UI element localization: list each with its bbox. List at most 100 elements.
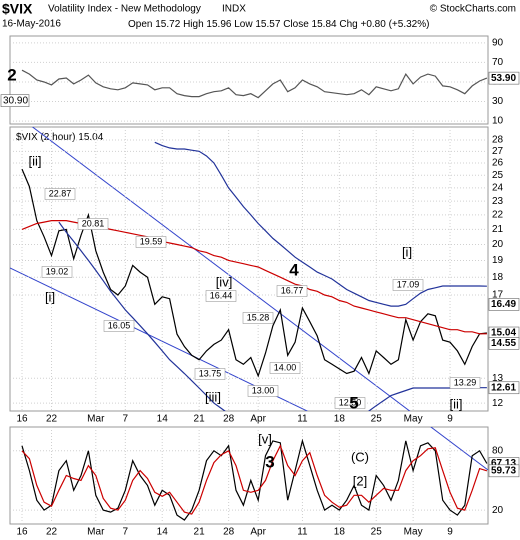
price-label: 22.87 xyxy=(49,188,72,198)
price-label-box xyxy=(205,290,237,302)
x-tick-label: 22 xyxy=(46,414,58,425)
exchange: INDX xyxy=(222,4,246,15)
price-label: 15.28 xyxy=(247,312,270,322)
price-label: 16.77 xyxy=(281,285,304,295)
series-line xyxy=(154,141,487,307)
x-tick-label: 18 xyxy=(334,414,346,425)
wave-label: (C) xyxy=(351,449,369,464)
y-tick-label: 18 xyxy=(492,272,504,283)
date: 16-May-2016 xyxy=(2,19,61,30)
chg-label: Chg xyxy=(339,19,357,30)
x-tick-label: 22 xyxy=(46,527,58,538)
x-tick-label: 16 xyxy=(16,414,28,425)
y-tick-label: 21 xyxy=(492,224,504,235)
x-tick-label: 21 xyxy=(194,527,206,538)
price-legend: $VIX (2 hour) 15.04 xyxy=(16,132,104,143)
x-tick-label: 21 xyxy=(194,414,206,425)
credit: © StockCharts.com xyxy=(430,4,516,15)
chg: +0.80 (+5.32%) xyxy=(361,19,430,30)
y-tick-label: 90 xyxy=(492,37,504,48)
close: 15.84 xyxy=(312,19,337,30)
price-label: 16.44 xyxy=(210,290,233,300)
marker-label: 30.90 xyxy=(3,95,28,106)
wave-label: 4 xyxy=(289,260,299,279)
wave-label: [iii] xyxy=(205,389,221,404)
price-label-box xyxy=(44,188,76,200)
price-label-box xyxy=(77,218,109,230)
marker-box xyxy=(488,298,520,311)
x-tick-label: 14 xyxy=(157,414,169,425)
low: 15.57 xyxy=(255,19,280,30)
wave-label: 2 xyxy=(7,65,16,84)
price-label-box xyxy=(276,285,308,297)
price-label: 20.81 xyxy=(82,218,105,228)
panel-frame xyxy=(9,426,489,525)
price-label-box xyxy=(334,397,366,409)
x-tick-label: 11 xyxy=(297,414,308,425)
price-label: 13.75 xyxy=(199,368,222,378)
x-tick-label: 28 xyxy=(223,527,235,538)
price-label: 13.00 xyxy=(252,385,275,395)
index-name: Volatility Index - New Methodology xyxy=(48,4,201,15)
x-tick-label: May xyxy=(404,527,423,538)
x-tick-label: 25 xyxy=(371,527,383,538)
price-label: 13.29 xyxy=(454,377,477,387)
price-label-box xyxy=(103,320,135,332)
low-label: Low xyxy=(234,19,253,30)
x-tick-label: 7 xyxy=(123,414,129,425)
series-line xyxy=(21,438,488,521)
symbol: $VIX xyxy=(2,1,33,17)
x-tick-label: Mar xyxy=(87,414,105,425)
x-tick-label: 7 xyxy=(123,527,129,538)
y-tick-label: 23 xyxy=(492,196,504,207)
wave-label: [i] xyxy=(45,289,55,304)
y-tick-label: 20 xyxy=(492,239,504,250)
legend-last: 15.04 xyxy=(78,132,103,143)
y-tick-label: 25 xyxy=(492,170,504,181)
price-label-box xyxy=(392,279,424,291)
high-label: High xyxy=(183,19,204,30)
panel-frame xyxy=(9,35,489,125)
y-tick-label: 28 xyxy=(492,135,504,146)
y-tick-label: 17 xyxy=(492,290,504,301)
y-tick-label: 24 xyxy=(492,183,504,194)
y-tick-label: 30 xyxy=(492,96,504,107)
wave-label: [2] xyxy=(353,473,367,488)
marker-label: 15.04 xyxy=(491,328,516,339)
y-tick-label: 10 xyxy=(492,116,504,127)
marker-label: 59.73 xyxy=(491,465,516,476)
marker-box xyxy=(0,94,30,107)
marker-box xyxy=(488,71,520,85)
x-tick-label: May xyxy=(404,414,423,425)
x-tick-label: Mar xyxy=(87,527,105,538)
price-label-box xyxy=(247,385,279,397)
y-tick-label: 19 xyxy=(492,255,504,266)
marker-box xyxy=(488,381,520,395)
x-tick-label: 25 xyxy=(371,414,383,425)
marker-label: 67.13 xyxy=(491,458,516,469)
price-label-box xyxy=(194,368,226,380)
price-label-box xyxy=(449,377,481,389)
quote-line: Open 15.72 High 15.96 Low 15.57 Close 15… xyxy=(128,19,429,30)
marker-label: 53.90 xyxy=(491,73,516,84)
price-label: 12.50 xyxy=(339,397,362,407)
wave-label: 5 xyxy=(349,393,358,412)
series-line xyxy=(21,168,487,378)
price-label-box xyxy=(41,266,73,278)
price-label-box xyxy=(135,236,167,248)
x-tick-label: 16 xyxy=(16,527,28,538)
marker-label: 12.61 xyxy=(491,382,516,393)
y-tick-label: 12 xyxy=(492,398,504,409)
x-tick-label: Apr xyxy=(250,527,266,538)
price-label: 19.59 xyxy=(140,236,163,246)
y-tick-label: 27 xyxy=(492,146,504,157)
y-tick-label: 20 xyxy=(492,505,504,516)
x-tick-label: 28 xyxy=(223,414,235,425)
x-tick-label: 18 xyxy=(334,527,346,538)
y-tick-label: 80 xyxy=(492,445,504,456)
close-label: Close xyxy=(283,19,309,30)
x-tick-label: 14 xyxy=(157,527,169,538)
panel-frame xyxy=(9,126,489,412)
series-line xyxy=(21,69,488,99)
